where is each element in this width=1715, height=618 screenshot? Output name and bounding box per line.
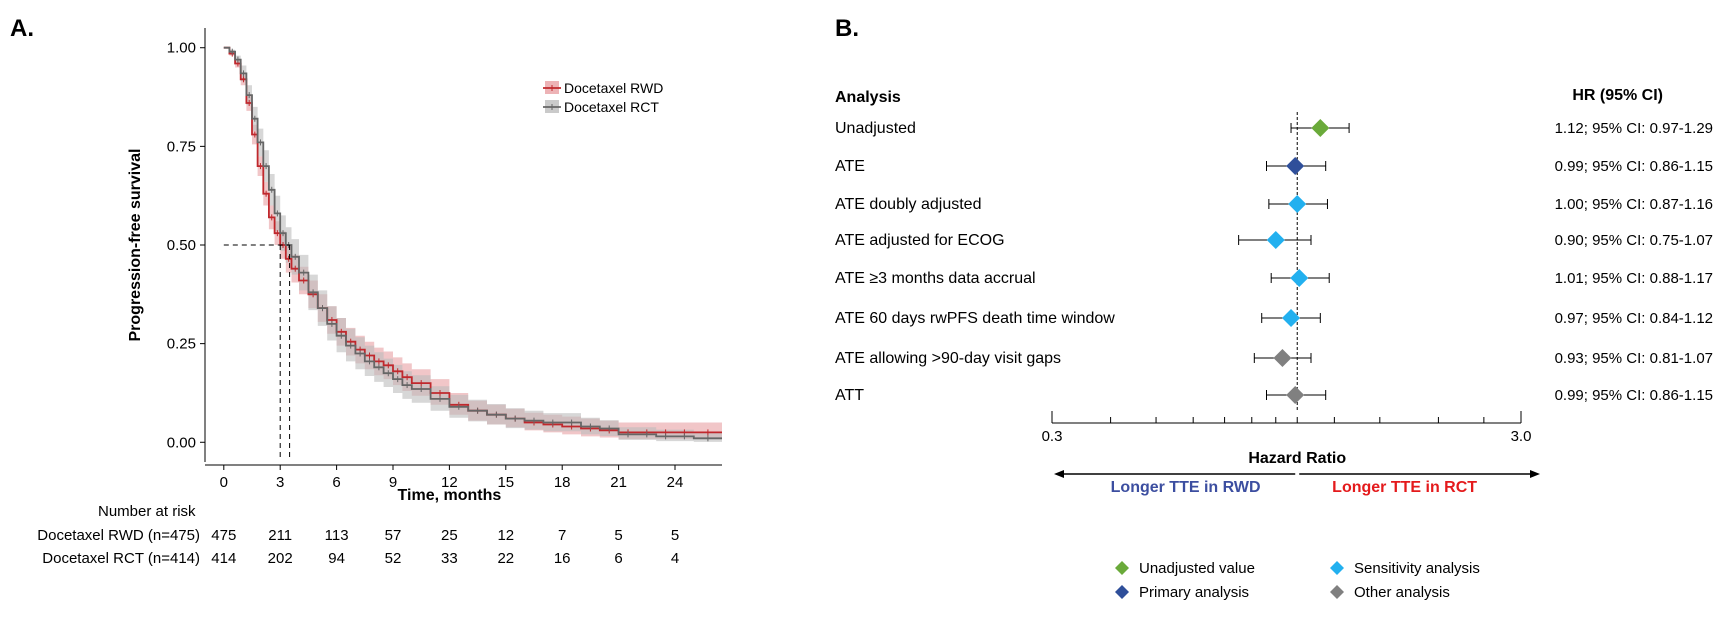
risk-row-label: Docetaxel RCT (n=414) <box>42 550 200 567</box>
risk-cell: 5 <box>614 527 622 544</box>
risk-cell: 6 <box>614 550 622 567</box>
number-at-risk-title: Number at risk <box>98 503 196 520</box>
forest-row-label: ATE doubly adjusted <box>835 196 981 213</box>
forest-hr-text: 0.97; 95% CI: 0.84-1.12 <box>1555 310 1713 327</box>
forest-row-label: ATE ≥3 months data accrual <box>835 270 1036 287</box>
forest-x-tick-label: 0.3 <box>1042 428 1063 445</box>
forest-point-diamond <box>1273 349 1292 367</box>
risk-cell: 202 <box>268 550 293 567</box>
forest-hr-text: 1.12; 95% CI: 0.97-1.29 <box>1555 120 1713 137</box>
km-y-tick-label: 0.75 <box>167 138 196 155</box>
forest-row-label: Unadjusted <box>835 120 916 137</box>
risk-cell: 414 <box>211 550 236 567</box>
forest-x-axis-label: Hazard Ratio <box>1248 450 1346 467</box>
km-legend-label-1: Docetaxel RCT <box>564 99 659 115</box>
forest-point-diamond <box>1266 231 1285 249</box>
forest-hr-text: 1.00; 95% CI: 0.87-1.16 <box>1555 196 1713 213</box>
legend-label-0: Unadjusted value <box>1139 560 1255 577</box>
km-legend-label-0: Docetaxel RWD <box>564 80 663 96</box>
forest-point-diamond <box>1286 386 1305 404</box>
analysis-header: Analysis <box>835 89 901 106</box>
km-x-axis-label: Time, months <box>398 487 502 504</box>
km-x-tick-label: 0 <box>220 474 228 491</box>
km-y-axis-label: Progression-free survival <box>127 149 144 342</box>
risk-cell: 52 <box>385 550 402 567</box>
forest-hr-text: 0.93; 95% CI: 0.81-1.07 <box>1555 350 1713 367</box>
km-x-tick-label: 12 <box>441 474 458 491</box>
risk-cell: 113 <box>325 527 349 544</box>
km-ci-band-1 <box>223 47 723 442</box>
forest-point-diamond <box>1286 157 1305 175</box>
direction-left-label: Longer TTE in RWD <box>1111 479 1261 496</box>
legend-label-1: Primary analysis <box>1139 584 1249 601</box>
risk-cell: 5 <box>671 527 679 544</box>
forest-row-label: ATE <box>835 158 865 175</box>
risk-cell: 33 <box>441 550 458 567</box>
forest-point-diamond <box>1290 269 1309 287</box>
km-x-tick-label: 9 <box>389 474 397 491</box>
forest-hr-text: 0.90; 95% CI: 0.75-1.07 <box>1555 232 1713 249</box>
risk-cell: 57 <box>385 527 402 544</box>
risk-table: Docetaxel RWD (n=475) 475 211 113 57 25 12 7 5 5 D… <box>37 527 679 567</box>
forest-hr-text: 1.01; 95% CI: 0.88-1.17 <box>1555 270 1713 287</box>
forest-point-diamond <box>1282 309 1301 327</box>
legend-diamond-3 <box>1330 585 1344 599</box>
panel-b-letter: B. <box>835 15 859 42</box>
risk-cell: 475 <box>211 527 236 544</box>
risk-row-label: Docetaxel RWD (n=475) <box>37 527 200 544</box>
direction-arrow-right-head <box>1530 470 1540 478</box>
km-curve-1 <box>223 46 722 440</box>
km-y-tick-label: 0.50 <box>167 237 196 254</box>
risk-cell: 94 <box>328 550 345 567</box>
legend-label-2: Sensitivity analysis <box>1354 560 1480 577</box>
km-x-tick-label: 24 <box>667 474 684 491</box>
hr-header: HR (95% CI) <box>1572 87 1663 104</box>
forest-hr-text: 0.99; 95% CI: 0.86-1.15 <box>1555 387 1713 404</box>
risk-cell: 7 <box>558 527 566 544</box>
risk-cell: 22 <box>497 550 514 567</box>
km-x-tick-label: 6 <box>332 474 340 491</box>
km-x-tick-label: 21 <box>610 474 627 491</box>
km-plot: 0.00 0.25 0.50 0.75 1.00 0 3 6 9 12 15 18 21 24 <box>167 28 723 491</box>
forest-row-label: ATE allowing >90-day visit gaps <box>835 350 1061 367</box>
forest-x-tick-label: 3.0 <box>1511 428 1532 445</box>
risk-cell: 25 <box>441 527 458 544</box>
km-x-tick-label: 3 <box>276 474 284 491</box>
km-x-tick-label: 15 <box>497 474 514 491</box>
forest-point-diamond <box>1311 119 1330 137</box>
panel-a-letter: A. <box>10 15 34 42</box>
risk-cell: 12 <box>497 527 514 544</box>
km-y-tick-label: 0.25 <box>167 336 196 353</box>
km-y-tick-label: 0.00 <box>167 434 196 451</box>
forest-plot: Unadjusted 1.12; 95% CI: 0.97-1.29 ATE 0.99… <box>835 112 1713 478</box>
forest-legend: Unadjusted value Primary analysis Sensitiv… <box>1115 560 1480 601</box>
legend-label-3: Other analysis <box>1354 584 1450 601</box>
forest-row-label: ATE 60 days rwPFS death time window <box>835 310 1115 327</box>
direction-right-label: Longer TTE in RCT <box>1332 479 1477 496</box>
km-x-tick-label: 18 <box>554 474 571 491</box>
legend-diamond-1 <box>1115 585 1129 599</box>
forest-row-label: ATE adjusted for ECOG <box>835 232 1005 249</box>
forest-row-label: ATT <box>835 387 864 404</box>
risk-cell: 211 <box>268 527 292 544</box>
direction-arrow-left-head <box>1054 470 1064 478</box>
legend-diamond-2 <box>1330 561 1344 575</box>
risk-cell: 4 <box>671 550 679 567</box>
km-legend: Docetaxel RWD Docetaxel RCT <box>543 80 663 115</box>
forest-hr-text: 0.99; 95% CI: 0.86-1.15 <box>1555 158 1713 175</box>
forest-point-diamond <box>1288 195 1307 213</box>
legend-diamond-0 <box>1115 561 1129 575</box>
risk-cell: 16 <box>554 550 571 567</box>
km-y-tick-label: 1.00 <box>167 40 196 57</box>
